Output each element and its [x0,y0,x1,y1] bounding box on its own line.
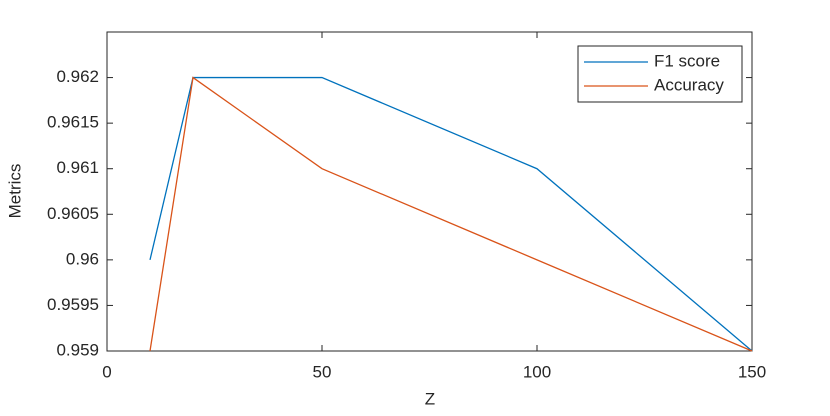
series-line [149,76,753,352]
y-tick-label: 0.9615 [47,113,99,132]
y-tick-label: 0.962 [56,67,99,86]
x-axis-label: Z [425,389,435,408]
legend-label: F1 score [654,51,720,70]
y-tick-label: 0.961 [56,158,99,177]
x-tick-label: 100 [523,362,551,381]
series-line [149,76,753,352]
y-tick-label: 0.959 [56,340,99,359]
x-tick-label: 50 [313,362,332,381]
plot-box [106,31,753,352]
y-tick-label: 0.96 [66,249,99,268]
y-tick-label: 0.9605 [47,204,99,223]
legend-label: Accuracy [654,75,724,94]
y-axis-label: Metrics [5,164,24,219]
x-tick-label: 0 [102,362,111,381]
legend-box [577,45,743,103]
x-tick-label: 150 [738,362,766,381]
y-tick-label: 0.9595 [47,295,99,314]
